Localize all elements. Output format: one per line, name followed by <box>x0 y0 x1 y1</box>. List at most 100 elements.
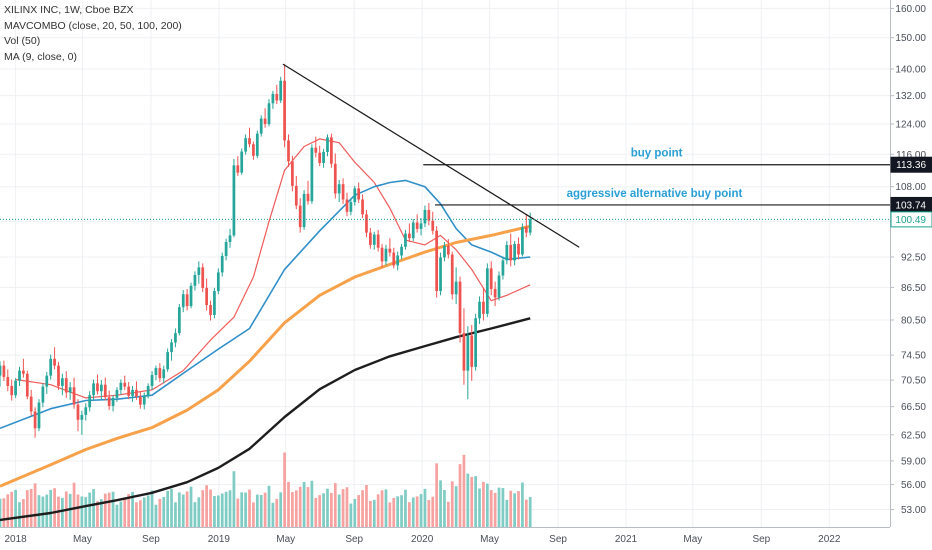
candle-body <box>193 274 197 286</box>
candle <box>185 288 189 311</box>
volume-bar <box>435 463 439 527</box>
volume-bar <box>138 500 142 527</box>
candle <box>439 252 442 296</box>
candle-body <box>330 137 333 164</box>
x-tick-label: 2019 <box>208 534 231 545</box>
volume-bar <box>84 497 88 527</box>
volume-bar <box>474 476 477 527</box>
volume-bar <box>454 486 458 527</box>
candle-body <box>423 209 427 224</box>
candle <box>275 84 279 104</box>
volume-bar <box>150 490 154 527</box>
volume-bar <box>415 496 419 527</box>
candle <box>14 378 17 398</box>
candle <box>170 338 173 361</box>
candle <box>384 244 388 266</box>
candle-body <box>205 287 208 306</box>
volume-bar <box>314 497 318 527</box>
price-tag-label: 113.36 <box>896 160 926 171</box>
candle-body <box>103 384 107 398</box>
volume-bar <box>322 493 325 527</box>
candle-body <box>88 395 92 408</box>
candle-body <box>236 165 240 173</box>
volume-bar <box>291 492 294 527</box>
candle <box>216 268 220 295</box>
volume-bar <box>201 490 205 527</box>
volume-bar <box>107 492 111 527</box>
volume-bar <box>287 481 290 527</box>
candle-body <box>271 93 275 104</box>
candle-body <box>53 358 56 366</box>
candle <box>181 290 185 313</box>
volume-bar <box>96 501 99 527</box>
candle <box>524 214 528 238</box>
candle-body <box>404 233 407 247</box>
candle-body <box>528 219 532 233</box>
candle-body <box>154 368 158 376</box>
candle <box>513 241 516 266</box>
candle-body <box>509 244 513 261</box>
volume-bar <box>302 481 306 527</box>
candle <box>45 371 49 394</box>
candle-body <box>365 214 368 233</box>
x-tick-label: 2022 <box>818 534 841 545</box>
y-tick-label: 80.50 <box>901 315 926 326</box>
candle <box>446 239 450 259</box>
candle <box>150 371 154 390</box>
volume-bar <box>197 497 201 527</box>
volume-bar <box>142 497 146 527</box>
y-tick-label: 132.00 <box>895 91 926 102</box>
candle-body <box>49 358 53 376</box>
candle-body <box>462 333 466 371</box>
candle-body <box>29 396 33 412</box>
candle <box>158 363 162 383</box>
candle <box>131 385 134 402</box>
volume-bar <box>216 495 220 527</box>
candle-body <box>431 220 435 231</box>
volume-bar <box>361 490 364 527</box>
candle-body <box>201 267 205 288</box>
volume-bar <box>154 504 158 527</box>
volume-bars <box>0 452 532 527</box>
chart-legend: XILINX INC, 1W, Cboe BZX MAVCOMBO (close… <box>4 3 182 65</box>
volume-bar <box>119 501 123 527</box>
volume-bar <box>61 497 64 527</box>
candle-body <box>427 209 431 221</box>
candle <box>489 261 493 296</box>
candle <box>279 76 283 103</box>
volume-bar <box>76 494 80 527</box>
x-tick-label: May <box>683 534 702 545</box>
volume-bar <box>53 488 56 527</box>
candle-body <box>400 246 403 256</box>
candle <box>162 365 166 384</box>
candle <box>29 389 33 416</box>
candle-body <box>255 133 259 156</box>
candle-body <box>10 385 14 396</box>
candle <box>369 227 372 249</box>
candle <box>380 243 384 268</box>
candle-body <box>454 281 458 295</box>
candle-body <box>380 247 384 262</box>
candle <box>37 399 41 432</box>
candle <box>49 354 53 380</box>
candle <box>154 365 158 381</box>
candle <box>478 296 481 324</box>
volume-bar <box>404 489 407 527</box>
volume-bar <box>18 502 21 527</box>
candle-body <box>61 378 64 386</box>
volume-bar <box>357 495 361 527</box>
candle <box>76 399 80 432</box>
volume-bar <box>478 488 481 527</box>
x-axis-panel <box>0 527 932 550</box>
volume-bar <box>427 500 431 527</box>
candle-body <box>446 245 450 255</box>
candle-body <box>450 254 454 295</box>
candle <box>361 194 364 218</box>
candle-body <box>439 257 442 292</box>
volume-bar <box>80 496 84 527</box>
candle-body <box>349 202 353 212</box>
candle-body <box>150 375 154 386</box>
volume-bar <box>244 492 247 527</box>
volume-bar <box>369 500 372 527</box>
candle <box>177 303 181 336</box>
